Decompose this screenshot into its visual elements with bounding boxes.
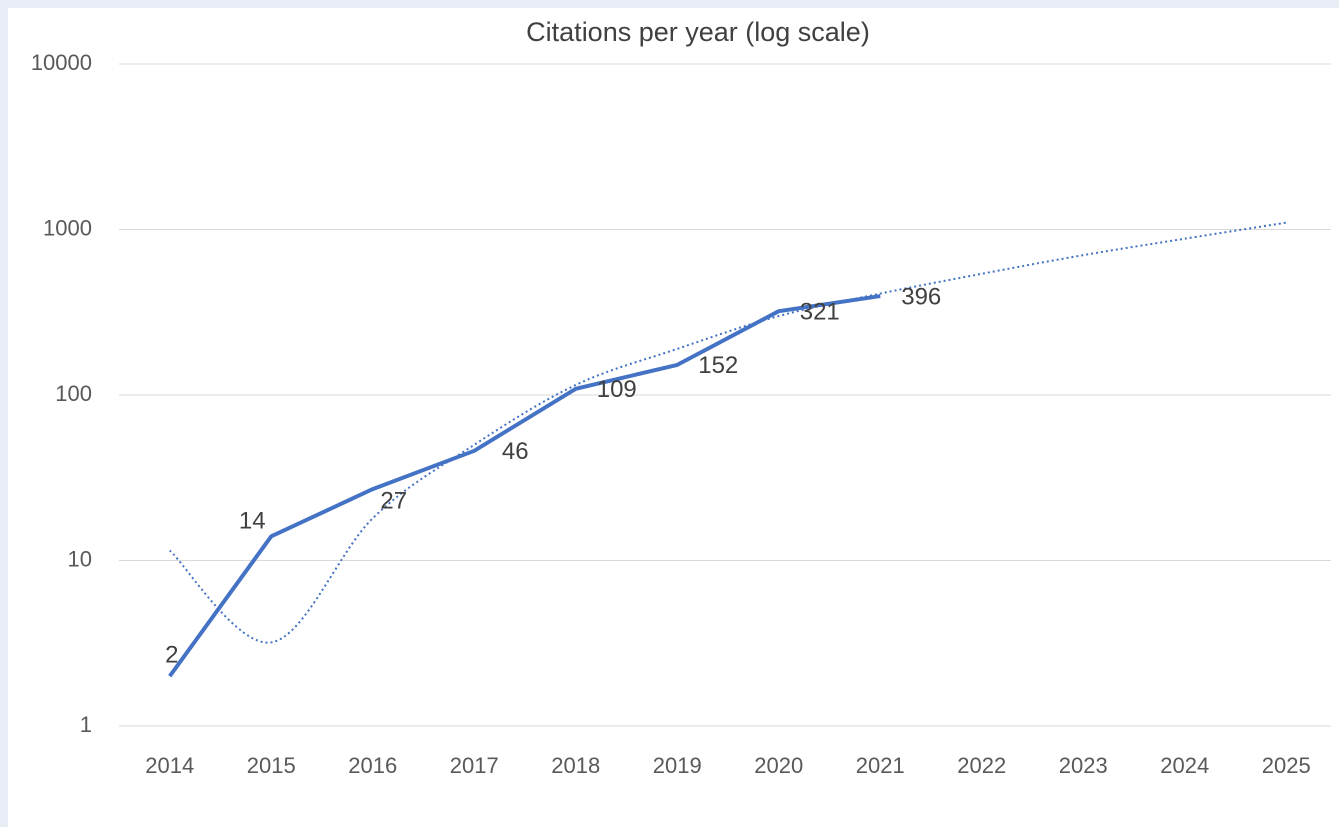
x-tick-label: 2014 — [145, 753, 194, 778]
data-label: 396 — [901, 283, 941, 310]
x-tick-label: 2017 — [450, 753, 499, 778]
x-tick-label: 2016 — [348, 753, 397, 778]
data-label: 321 — [800, 299, 840, 326]
x-tick-label: 2024 — [1160, 753, 1209, 778]
data-label: 109 — [597, 376, 637, 403]
y-tick-label: 100 — [55, 381, 92, 406]
data-label: 46 — [502, 438, 529, 465]
y-tick-label: 1000 — [43, 215, 92, 240]
x-tick-label: 2018 — [551, 753, 600, 778]
y-tick-label: 10 — [68, 546, 92, 571]
x-tick-label: 2023 — [1059, 753, 1108, 778]
chart-area — [8, 8, 1339, 827]
series-line — [168, 294, 881, 678]
data-label: 152 — [698, 352, 738, 379]
x-tick-label: 2020 — [754, 753, 803, 778]
data-label: 27 — [380, 487, 407, 514]
x-tick-label: 2022 — [957, 753, 1006, 778]
data-label: 2 — [165, 642, 178, 669]
chart-title: Citations per year (log scale) — [526, 17, 870, 47]
y-tick-label: 1 — [80, 712, 92, 737]
x-tick-label: 2015 — [247, 753, 296, 778]
data-label: 14 — [239, 508, 266, 535]
x-tick-label: 2021 — [856, 753, 905, 778]
x-tick-label: 2025 — [1262, 753, 1311, 778]
x-tick-label: 2019 — [653, 753, 702, 778]
y-tick-label: 10000 — [31, 50, 92, 75]
